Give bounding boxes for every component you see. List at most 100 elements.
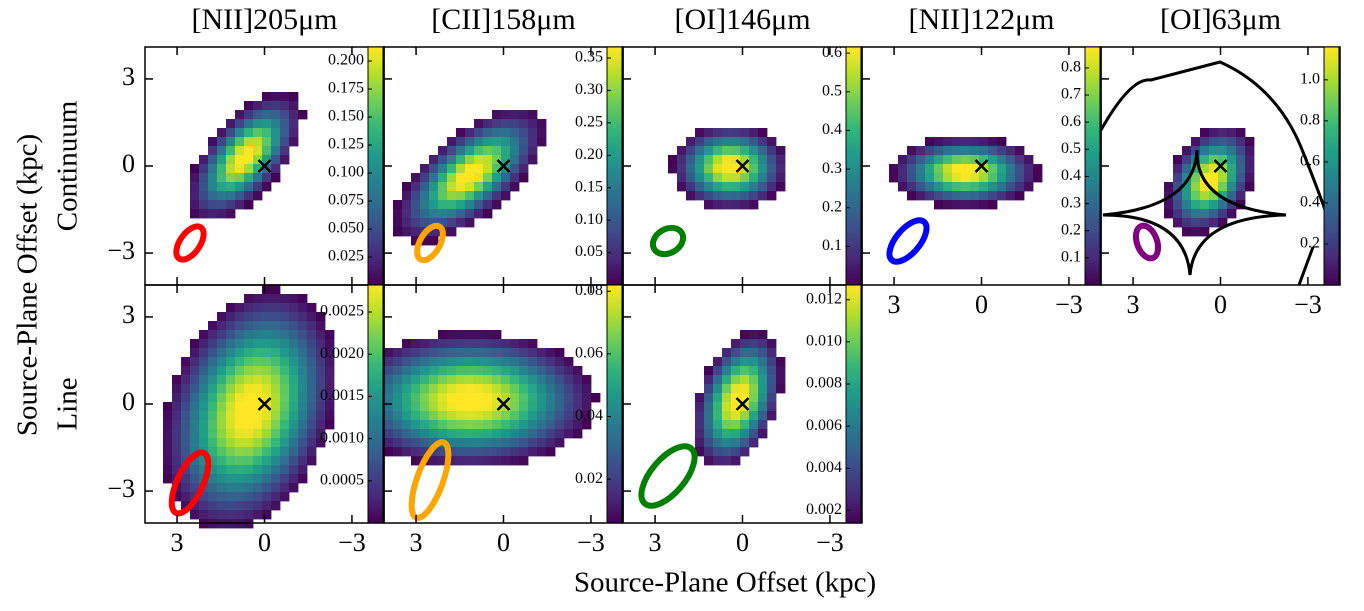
map-pixel — [740, 182, 750, 192]
map-pixel — [465, 375, 475, 385]
map-pixel — [492, 375, 502, 385]
map-pixel — [731, 164, 741, 174]
map-pixel — [163, 474, 173, 484]
map-pixel — [172, 447, 182, 457]
map-pixel — [474, 182, 484, 192]
map-pixel — [208, 209, 218, 219]
map-pixel — [492, 348, 502, 358]
map-pixel — [456, 173, 466, 183]
map-pixel — [749, 128, 759, 138]
map-pixel — [934, 191, 944, 201]
map-pixel — [519, 420, 529, 430]
map-pixel — [1227, 128, 1237, 138]
map-pixel — [1200, 200, 1210, 210]
map-pixel — [226, 438, 236, 448]
map-pixel — [181, 438, 191, 448]
panel-title: [OI]146μm — [674, 3, 810, 36]
map-pixel — [465, 402, 475, 412]
map-pixel — [767, 339, 777, 349]
map-pixel — [244, 510, 254, 520]
map-pixel — [537, 128, 547, 138]
map-pixel — [217, 146, 227, 156]
map-pixel — [190, 173, 200, 183]
map-pixel — [208, 456, 218, 466]
colorbar-tick-label: 0.075 — [328, 192, 364, 209]
map-pixel — [325, 339, 335, 349]
map-pixel — [749, 182, 759, 192]
map-pixel — [546, 429, 556, 439]
map-pixel — [704, 182, 714, 192]
map-pixel — [208, 339, 218, 349]
map-pixel — [934, 173, 944, 183]
map-pixel — [997, 173, 1007, 183]
map-pixel — [217, 420, 227, 430]
map-pixel — [325, 375, 335, 385]
map-pixel — [749, 357, 759, 367]
map-pixel — [384, 438, 394, 448]
map-pixel — [244, 501, 254, 511]
map-pixel — [465, 330, 475, 340]
map-pixel — [280, 375, 290, 385]
map-pixel — [925, 173, 935, 183]
map-pixel — [988, 200, 998, 210]
map-pixel — [474, 146, 484, 156]
map-pixel — [199, 339, 209, 349]
map-pixel — [528, 438, 538, 448]
map-pixel — [289, 429, 299, 439]
map-pixel — [411, 402, 421, 412]
map-pixel — [298, 321, 308, 331]
map-pixel — [226, 492, 236, 502]
map-pixel — [456, 357, 466, 367]
map-pixel — [226, 303, 236, 313]
map-pixel — [483, 330, 493, 340]
map-pixel — [429, 348, 439, 358]
map-pixel — [916, 164, 926, 174]
map-pixel — [307, 402, 317, 412]
map-pixel — [758, 420, 768, 430]
colorbar-tick-label: 0.0005 — [320, 471, 364, 488]
map-pixel — [695, 173, 705, 183]
map-pixel — [510, 420, 520, 430]
map-pixel — [447, 348, 457, 358]
colorbar-tick-label: 0.004 — [806, 459, 842, 476]
map-pixel — [262, 474, 272, 484]
map-pixel — [181, 474, 191, 484]
map-pixel — [289, 411, 299, 421]
map-pixel — [1236, 155, 1246, 165]
map-pixel — [713, 200, 723, 210]
map-pixel — [546, 438, 556, 448]
map-pixel — [271, 339, 281, 349]
map-pixel — [307, 420, 317, 430]
map-pixel — [758, 357, 768, 367]
map-pixel — [988, 164, 998, 174]
map-pixel — [1173, 164, 1183, 174]
center-marker — [257, 159, 272, 173]
map-pixel — [510, 411, 520, 421]
map-pixel — [253, 447, 263, 457]
map-pixel — [749, 384, 759, 394]
map-pixel — [456, 200, 466, 210]
map-pixel — [393, 227, 403, 237]
map-pixel — [208, 321, 218, 331]
map-pixel — [235, 303, 245, 313]
map-pixel — [695, 137, 705, 147]
map-pixel — [1209, 137, 1219, 147]
map-pixel — [429, 402, 439, 412]
map-pixel — [519, 393, 529, 403]
map-pixel — [961, 191, 971, 201]
map-pixel — [934, 164, 944, 174]
map-pixel — [271, 101, 281, 111]
map-pixel — [298, 429, 308, 439]
map-pixel — [925, 137, 935, 147]
map-pixel — [979, 191, 989, 201]
map-pixel — [731, 384, 741, 394]
map-pixel — [325, 348, 335, 358]
map-pixel — [510, 393, 520, 403]
map-pixel — [1015, 182, 1025, 192]
map-pixel — [402, 218, 412, 228]
panel: 3 0 −3 −3 0 3 0.0005 0.0010 0.0015 0.0020 0.0025 — [107, 284, 385, 557]
map-pixel — [997, 191, 1007, 201]
x-tick-label: −3 — [1294, 290, 1322, 319]
map-pixel — [271, 411, 281, 421]
map-pixel — [1006, 155, 1016, 165]
